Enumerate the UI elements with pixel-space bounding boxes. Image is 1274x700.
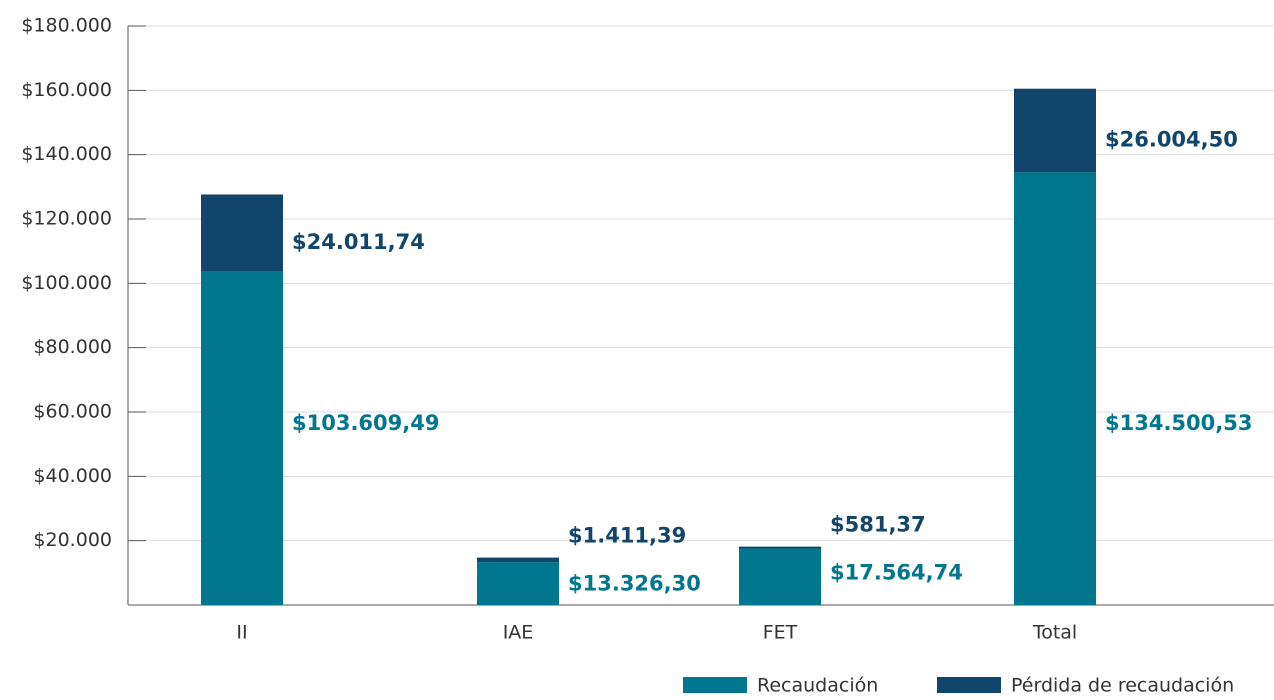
y-tick-label: $140.000 xyxy=(21,143,112,165)
y-tick-label: $80.000 xyxy=(33,336,112,358)
x-tick-label: IAE xyxy=(503,622,534,644)
x-tick-label: II xyxy=(236,622,247,644)
value-label: $103.609,49 xyxy=(292,411,439,435)
value-label: $17.564,74 xyxy=(830,561,963,585)
value-label: $26.004,50 xyxy=(1105,128,1238,152)
value-label: $13.326,30 xyxy=(568,572,701,596)
value-label: $134.500,53 xyxy=(1105,411,1252,435)
value-label: $24.011,74 xyxy=(292,230,425,254)
legend-swatch xyxy=(683,677,747,693)
legend-label: Pérdida de recaudación xyxy=(1011,675,1234,697)
x-tick-label: Total xyxy=(1032,622,1077,644)
bar-segment xyxy=(1014,172,1096,605)
y-tick-label: $40.000 xyxy=(33,465,112,487)
y-tick-label: $180.000 xyxy=(21,15,112,37)
bar-segment xyxy=(739,548,821,605)
bar-segment xyxy=(201,271,283,605)
legend-swatch xyxy=(937,677,1001,693)
y-tick-label: $100.000 xyxy=(21,272,112,294)
value-label: $581,37 xyxy=(830,513,926,537)
bar-segment xyxy=(477,562,559,605)
y-tick-label: $160.000 xyxy=(21,79,112,101)
bar-segment xyxy=(477,557,559,563)
value-label: $1.411,39 xyxy=(568,524,686,548)
legend-label: Recaudación xyxy=(757,675,878,697)
x-tick-label: FET xyxy=(763,622,798,644)
bar-segment xyxy=(1014,88,1096,173)
y-tick-label: $60.000 xyxy=(33,401,112,423)
bar-segment xyxy=(201,194,283,272)
y-tick-label: $120.000 xyxy=(21,208,112,230)
bar-segment xyxy=(739,546,821,549)
y-tick-label: $20.000 xyxy=(33,529,112,551)
